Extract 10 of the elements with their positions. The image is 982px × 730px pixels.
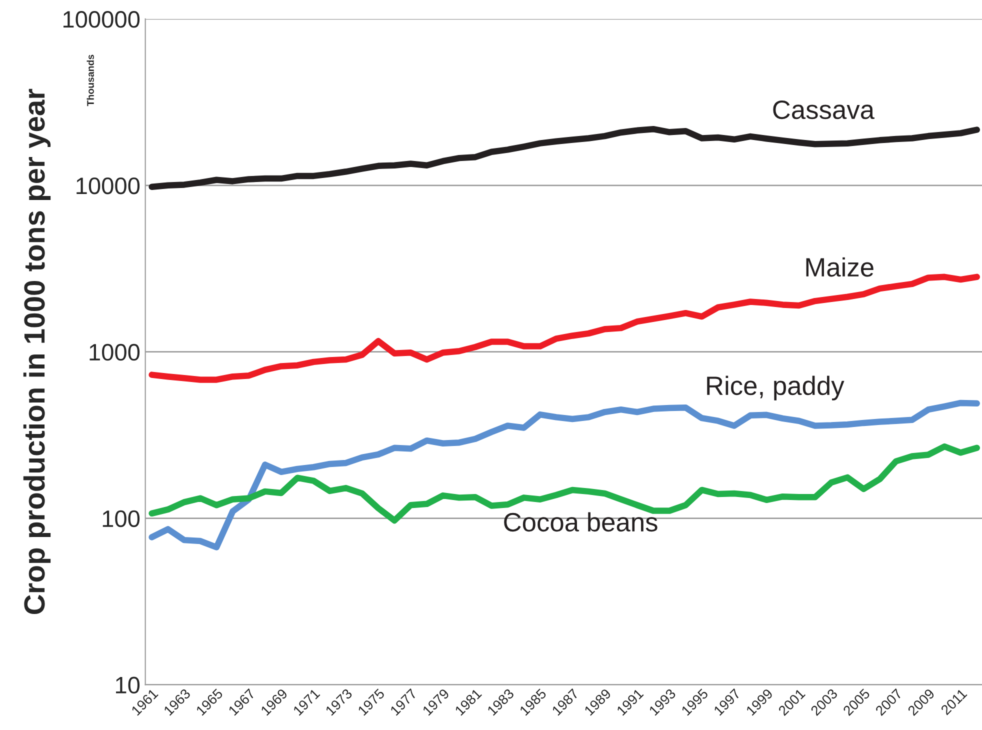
y-tick-label: 10000 — [76, 177, 140, 194]
y-tick-label: 1000 — [90, 344, 140, 361]
series-label: Cassava — [773, 100, 875, 120]
series-label: Cocoa beans — [504, 512, 658, 532]
y-tick-label: 100 — [102, 510, 140, 528]
text: Thousands — [86, 54, 94, 106]
y-tick-label: 100000 — [63, 11, 140, 28]
series-label: Rice, paddy — [707, 376, 844, 400]
series-label: Maize — [806, 257, 874, 277]
y-axis-title: Crop production in 1000 tons per year — [23, 88, 51, 614]
